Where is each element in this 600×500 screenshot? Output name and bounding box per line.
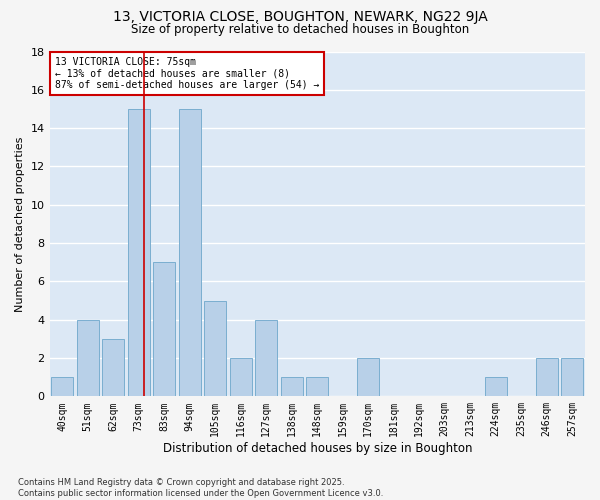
Bar [128, 109, 149, 397]
Bar [485, 377, 506, 396]
Text: Size of property relative to detached houses in Boughton: Size of property relative to detached ho… [131, 22, 469, 36]
Text: Contains HM Land Registry data © Crown copyright and database right 2025.
Contai: Contains HM Land Registry data © Crown c… [18, 478, 383, 498]
Bar [536, 358, 557, 397]
Bar [562, 358, 583, 397]
Bar [179, 109, 200, 397]
Text: 13 VICTORIA CLOSE: 75sqm
← 13% of detached houses are smaller (8)
87% of semi-de: 13 VICTORIA CLOSE: 75sqm ← 13% of detach… [55, 56, 319, 90]
Bar [256, 320, 277, 396]
Bar [52, 377, 73, 396]
Bar [281, 377, 302, 396]
Bar [358, 358, 379, 397]
Bar [103, 339, 124, 396]
Bar [307, 377, 328, 396]
Bar [205, 300, 226, 396]
Text: 13, VICTORIA CLOSE, BOUGHTON, NEWARK, NG22 9JA: 13, VICTORIA CLOSE, BOUGHTON, NEWARK, NG… [113, 10, 487, 24]
Bar [77, 320, 98, 396]
Y-axis label: Number of detached properties: Number of detached properties [15, 136, 25, 312]
Bar [230, 358, 251, 397]
Bar [154, 262, 175, 396]
X-axis label: Distribution of detached houses by size in Boughton: Distribution of detached houses by size … [163, 442, 472, 455]
